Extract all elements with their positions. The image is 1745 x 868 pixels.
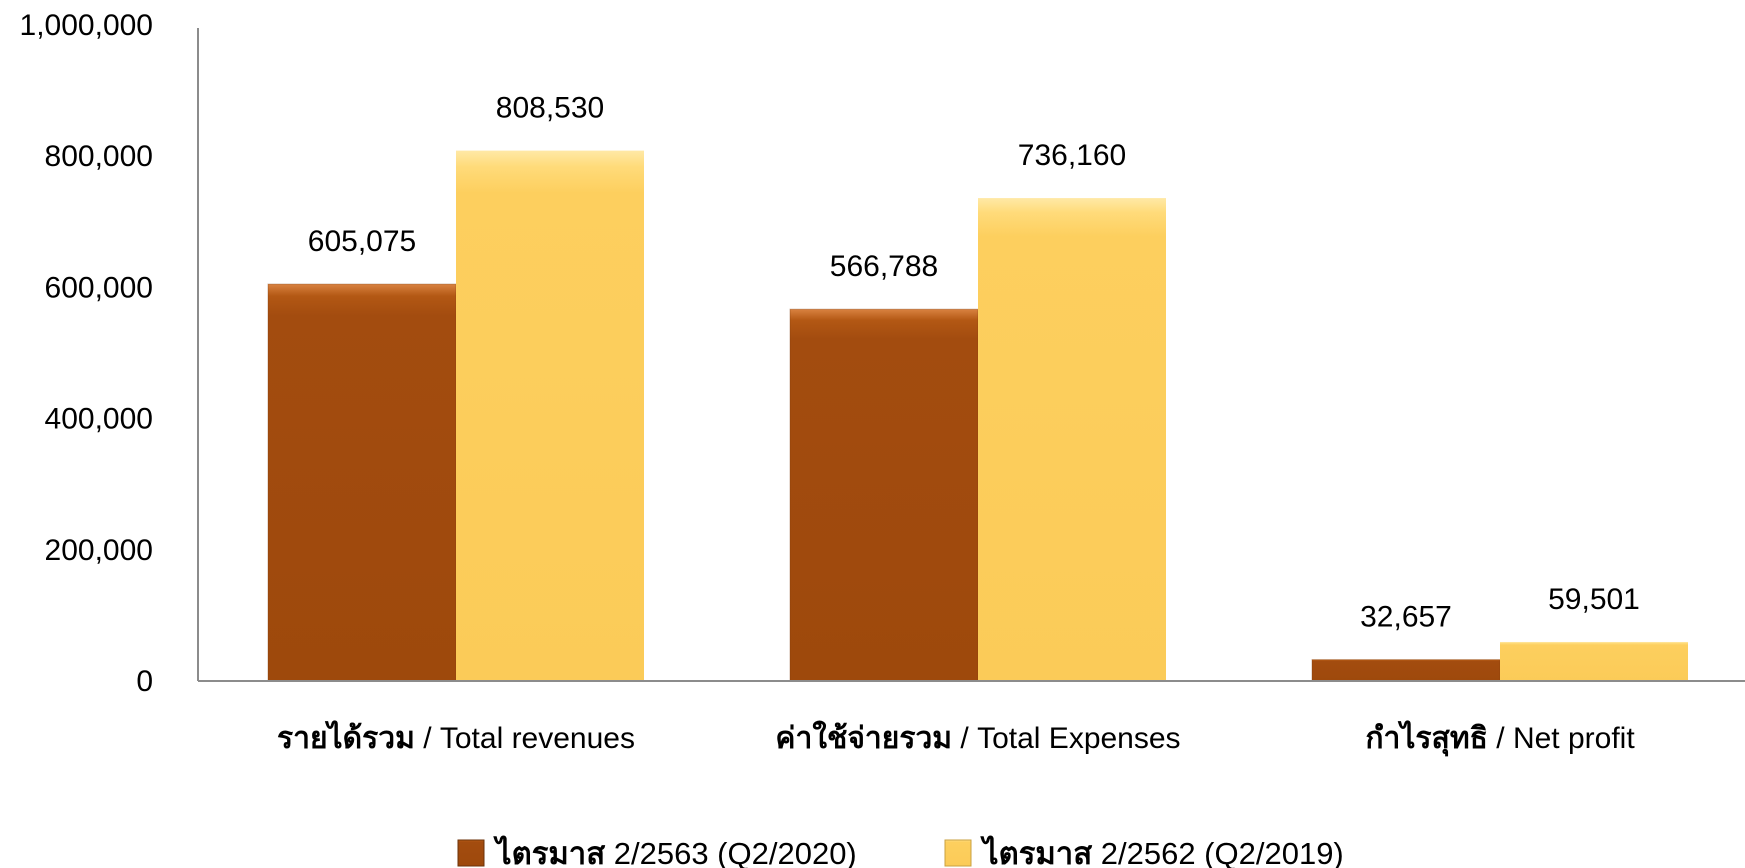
legend-label-period: 2/2562 (Q2/2019) — [1092, 836, 1344, 868]
x-category-label-thai: ค่าใช้จ่ายรวม — [775, 720, 952, 755]
legend-swatch-series-1 — [457, 839, 485, 867]
legend-label: ไตรมาส 2/2563 (Q2/2020) — [493, 835, 857, 868]
bar-series-2-cat-2 — [978, 198, 1166, 681]
x-category-label-en: / Net profit — [1488, 722, 1635, 755]
y-tick-label: 0 — [136, 665, 153, 698]
legend-label-thai: ไตรมาส — [493, 835, 605, 868]
data-label: 808,530 — [496, 92, 604, 125]
y-axis-tick-labels: 0 200,000 400,000 600,000 800,000 1,000,000 — [20, 9, 153, 698]
x-category-label-thai: รายได้รวม — [277, 720, 415, 755]
legend-label: ไตรมาส 2/2562 (Q2/2019) — [980, 835, 1344, 868]
bar-series-2-cat-1 — [456, 150, 644, 682]
data-label: 736,160 — [1018, 139, 1126, 172]
data-label: 605,075 — [308, 225, 416, 258]
legend-swatch-series-2 — [944, 839, 972, 867]
bar-series-1-cat-1 — [267, 283, 457, 682]
x-category-label-en: / Total Expenses — [952, 722, 1180, 755]
category-labels: รายได้รวม / Total revenues ค่าใช้จ่ายรวม … — [277, 720, 1635, 757]
y-tick-label: 200,000 — [45, 534, 153, 567]
data-label: 59,501 — [1548, 583, 1640, 616]
legend-label-period: 2/2563 (Q2/2020) — [605, 836, 857, 868]
data-label: 32,657 — [1360, 601, 1452, 634]
y-tick-label: 600,000 — [45, 271, 153, 304]
bar-series-1-cat-2 — [789, 308, 979, 682]
y-tick-label: 1,000,000 — [20, 9, 153, 42]
legend-label-thai: ไตรมาส — [980, 835, 1092, 868]
y-tick-label: 800,000 — [45, 140, 153, 173]
bars — [267, 150, 1688, 682]
x-category-label-en: / Total revenues — [415, 722, 635, 755]
x-category-label: รายได้รวม / Total revenues — [277, 720, 635, 755]
y-tick-label: 400,000 — [45, 403, 153, 436]
data-labels: 605,075 808,530 566,788 736,160 32,657 59,501 — [308, 92, 1640, 634]
legend: ไตรมาส 2/2563 (Q2/2020) ไตรมาส 2/2562 (Q2… — [457, 835, 1344, 868]
data-label: 566,788 — [830, 250, 938, 283]
x-category-label: กำไรสุทธิ / Net profit — [1365, 720, 1635, 757]
bar-series-2-cat-3 — [1500, 641, 1688, 681]
bar-series-1-cat-3 — [1311, 659, 1501, 682]
x-category-label: ค่าใช้จ่ายรวม / Total Expenses — [775, 720, 1180, 755]
x-category-label-thai: กำไรสุทธิ — [1365, 720, 1488, 757]
